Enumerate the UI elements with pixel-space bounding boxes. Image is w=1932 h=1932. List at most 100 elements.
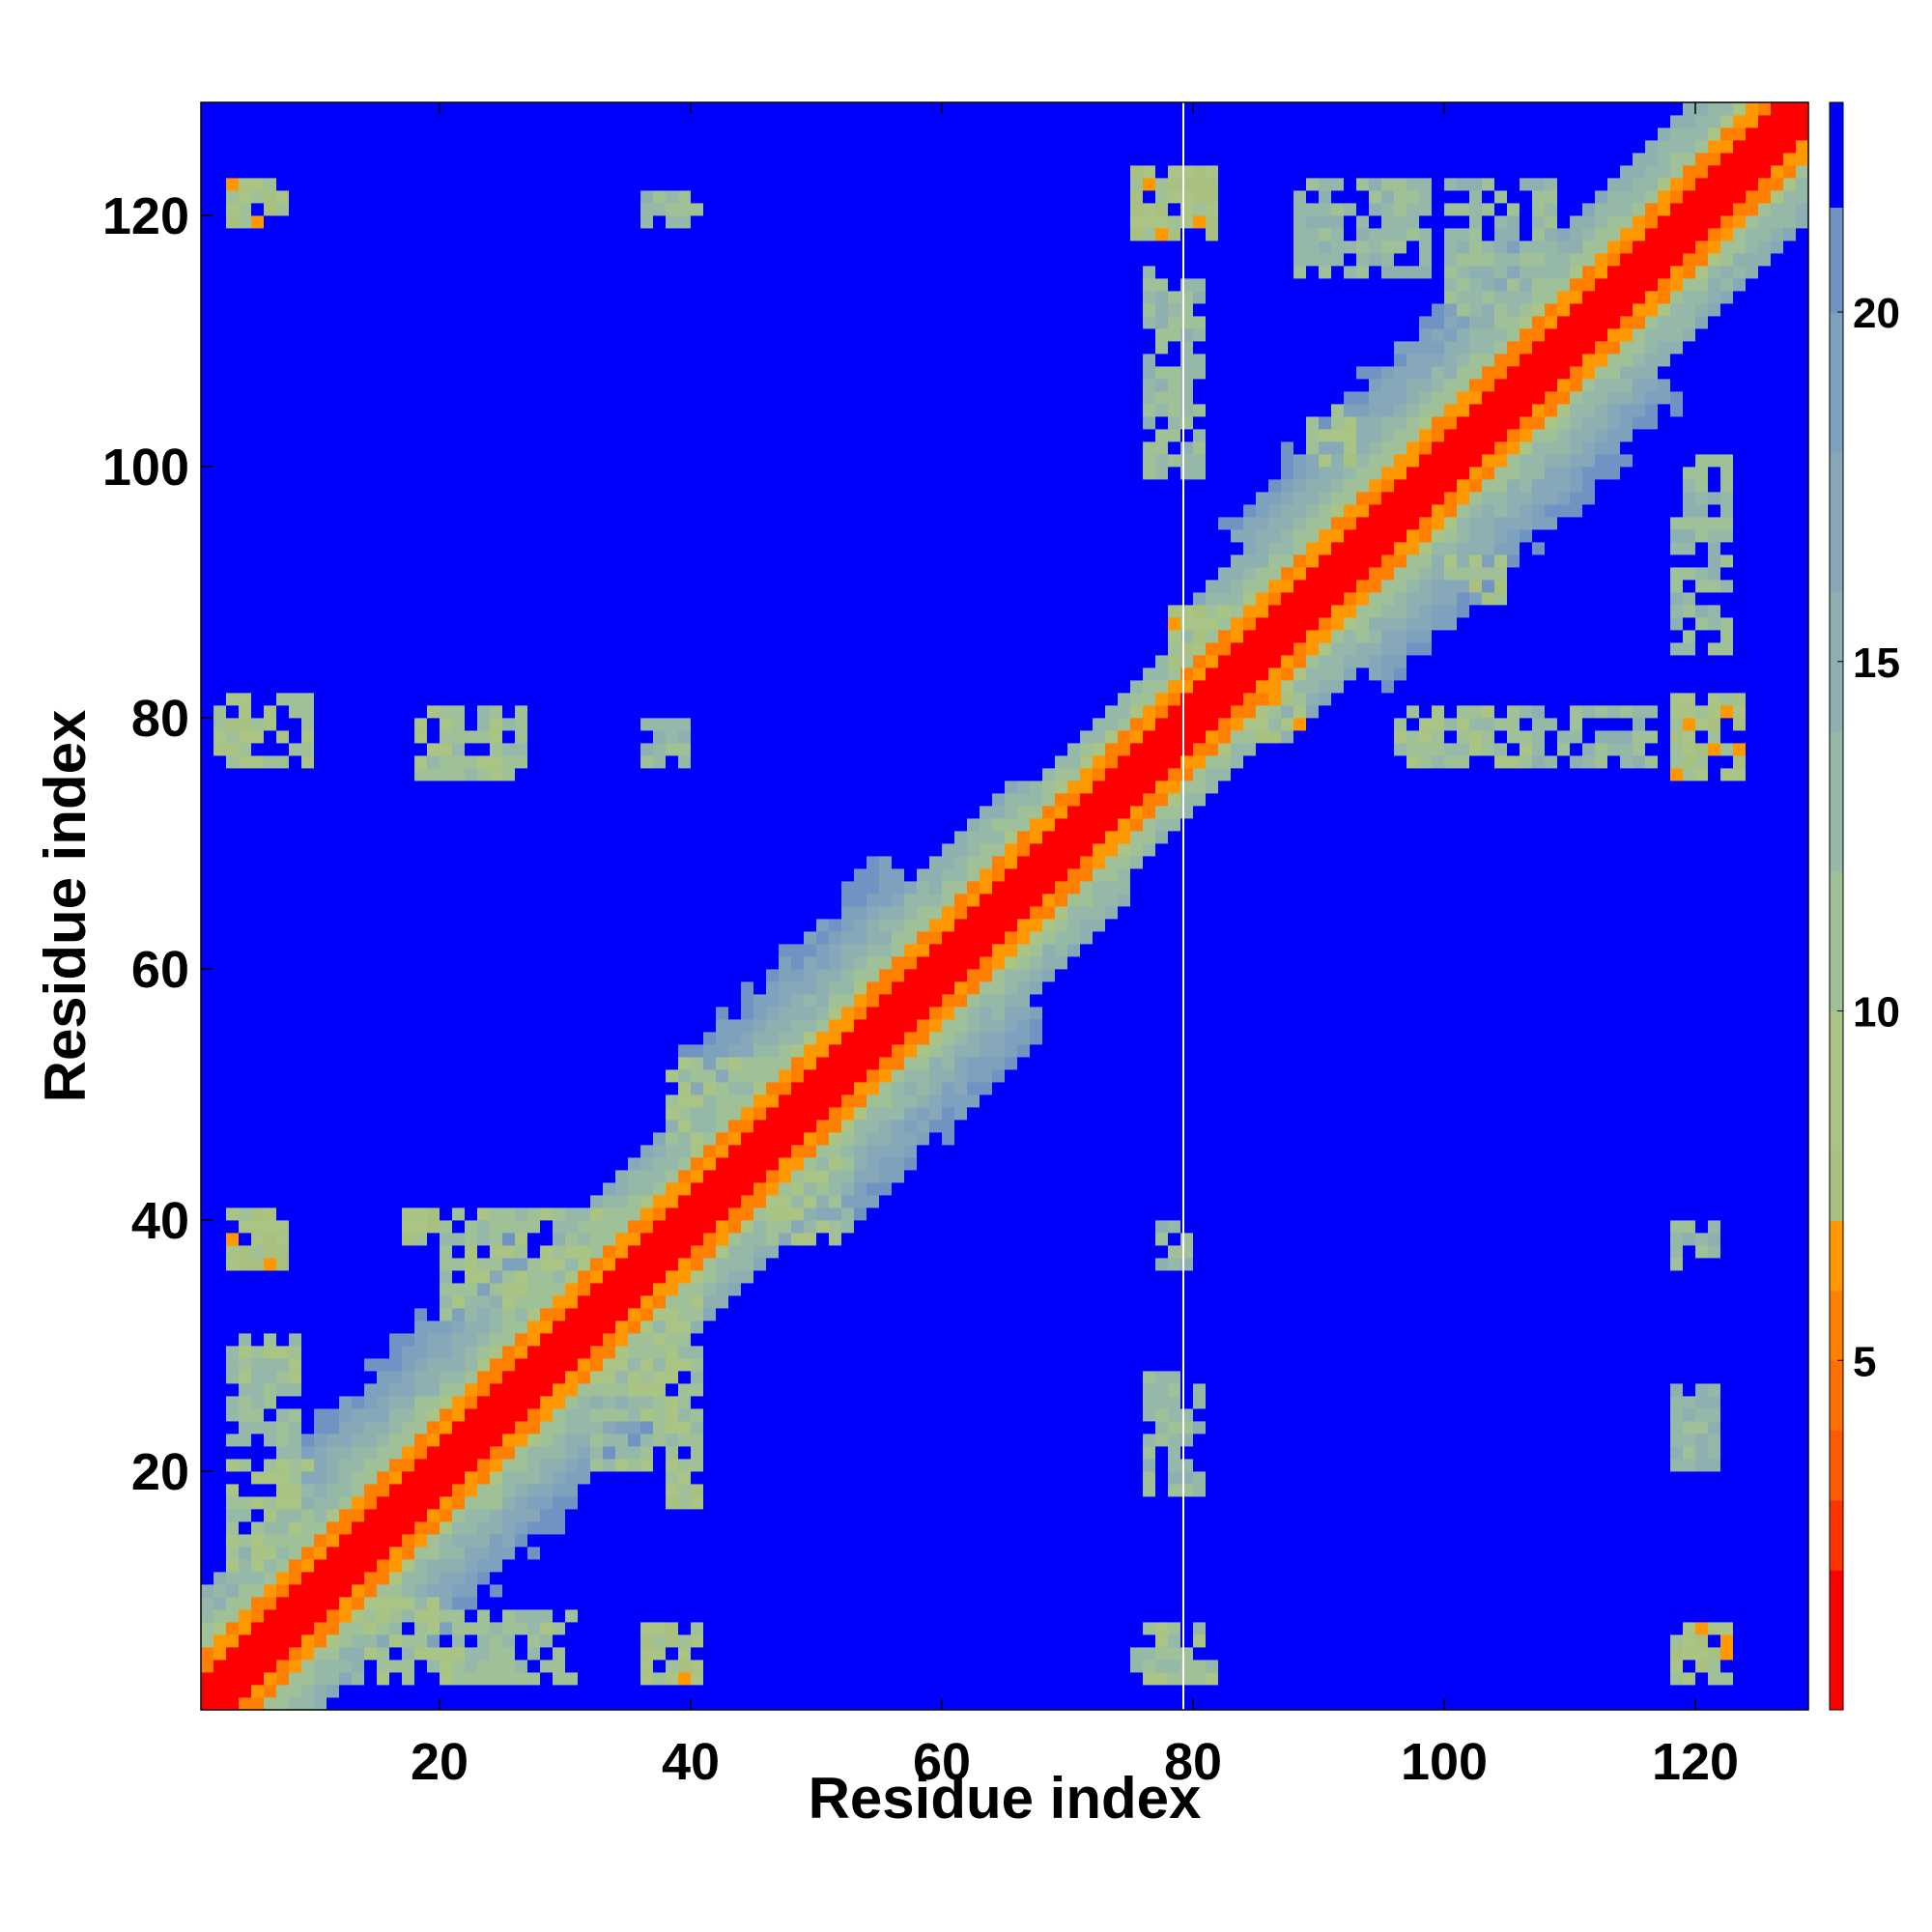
heatmap-cell (314, 416, 327, 430)
heatmap-cell (615, 128, 629, 141)
heatmap-cell (678, 781, 692, 794)
heatmap-cell (201, 1044, 214, 1058)
heatmap-cell (301, 894, 315, 907)
heatmap-cell (414, 1421, 428, 1435)
heatmap-cell (490, 165, 503, 179)
heatmap-cell (264, 115, 277, 128)
heatmap-cell (590, 1660, 604, 1673)
heatmap-cell (603, 1208, 616, 1221)
heatmap-cell (289, 592, 302, 606)
heatmap-cell (213, 354, 227, 367)
heatmap-cell (628, 1157, 641, 1171)
heatmap-cell (226, 253, 240, 267)
heatmap-cell (590, 617, 604, 631)
heatmap-cell (615, 165, 629, 179)
heatmap-cell (502, 668, 516, 681)
heatmap-cell (628, 1132, 641, 1146)
heatmap-cell (352, 1120, 365, 1133)
heatmap-cell (502, 1082, 516, 1095)
heatmap-cell (364, 1295, 378, 1309)
heatmap-cell (465, 1346, 478, 1359)
heatmap-cell (427, 165, 440, 179)
heatmap-cell (515, 994, 528, 1008)
heatmap-cell (276, 894, 290, 907)
heatmap-cell (615, 517, 629, 530)
heatmap-cell (377, 793, 390, 807)
heatmap-cell (327, 115, 340, 128)
heatmap-cell (615, 1697, 629, 1711)
heatmap-cell (339, 1509, 353, 1522)
heatmap-cell (540, 580, 554, 593)
heatmap-cell (578, 1283, 591, 1296)
heatmap-cell (389, 818, 403, 832)
heatmap-cell (402, 831, 415, 844)
heatmap-cell (452, 1082, 466, 1095)
heatmap-cell (314, 1408, 327, 1422)
heatmap-cell (553, 467, 566, 480)
heatmap-cell (603, 1170, 616, 1183)
heatmap-cell (490, 1044, 503, 1058)
heatmap-cell (226, 567, 240, 581)
heatmap-cell (452, 228, 466, 242)
heatmap-cell (251, 554, 265, 568)
heatmap-cell (327, 366, 340, 380)
heatmap-cell (289, 441, 302, 455)
heatmap-cell (452, 981, 466, 995)
heatmap-cell (327, 981, 340, 995)
heatmap-cell (653, 1182, 667, 1196)
heatmap-cell (666, 1258, 679, 1271)
heatmap-cell (364, 454, 378, 468)
heatmap-cell (553, 1521, 566, 1535)
heatmap-cell (327, 517, 340, 530)
heatmap-cell (452, 580, 466, 593)
heatmap-cell (440, 906, 453, 920)
heatmap-cell (314, 605, 327, 618)
heatmap-cell (352, 1032, 365, 1045)
heatmap-cell (515, 1408, 528, 1422)
heatmap-cell (653, 1145, 667, 1158)
heatmap-cell (666, 1358, 679, 1372)
heatmap-cell (364, 843, 378, 857)
heatmap-cell (276, 1321, 290, 1334)
heatmap-cell (615, 868, 629, 882)
heatmap-cell (364, 781, 378, 794)
heatmap-cell (251, 1283, 265, 1296)
heatmap-cell (590, 1459, 604, 1472)
heatmap-cell (201, 617, 214, 631)
heatmap-cell (440, 1270, 453, 1284)
heatmap-cell (615, 278, 629, 292)
heatmap-cell (490, 1396, 503, 1409)
heatmap-cell (213, 1547, 227, 1560)
heatmap-cell (465, 705, 478, 719)
heatmap-cell (465, 680, 478, 694)
heatmap-cell (603, 1459, 616, 1472)
heatmap-cell (276, 806, 290, 819)
heatmap-cell (327, 1321, 340, 1334)
heatmap-cell (440, 1032, 453, 1045)
heatmap-cell (314, 1333, 327, 1347)
heatmap-cell (553, 542, 566, 555)
heatmap-cell (364, 391, 378, 405)
heatmap-cell (427, 1672, 440, 1686)
heatmap-cell (553, 328, 566, 342)
heatmap-cell (628, 1634, 641, 1648)
heatmap-cell (239, 379, 252, 392)
heatmap-cell (590, 1471, 604, 1485)
heatmap-cell (239, 655, 252, 668)
heatmap-cell (339, 1559, 353, 1573)
heatmap-cell (440, 1471, 453, 1485)
heatmap-cell (402, 617, 415, 631)
heatmap-cell (590, 1145, 604, 1158)
heatmap-cell (465, 153, 478, 166)
heatmap-cell (226, 793, 240, 807)
heatmap-cell (264, 1057, 277, 1070)
heatmap-cell (213, 843, 227, 857)
heatmap-cell (640, 730, 654, 744)
heatmap-cell (628, 391, 641, 405)
heatmap-cell (666, 580, 679, 593)
heatmap-cell (465, 944, 478, 957)
heatmap-cell (615, 818, 629, 832)
heatmap-cell (264, 592, 277, 606)
heatmap-cell (515, 441, 528, 455)
heatmap-cell (226, 354, 240, 367)
